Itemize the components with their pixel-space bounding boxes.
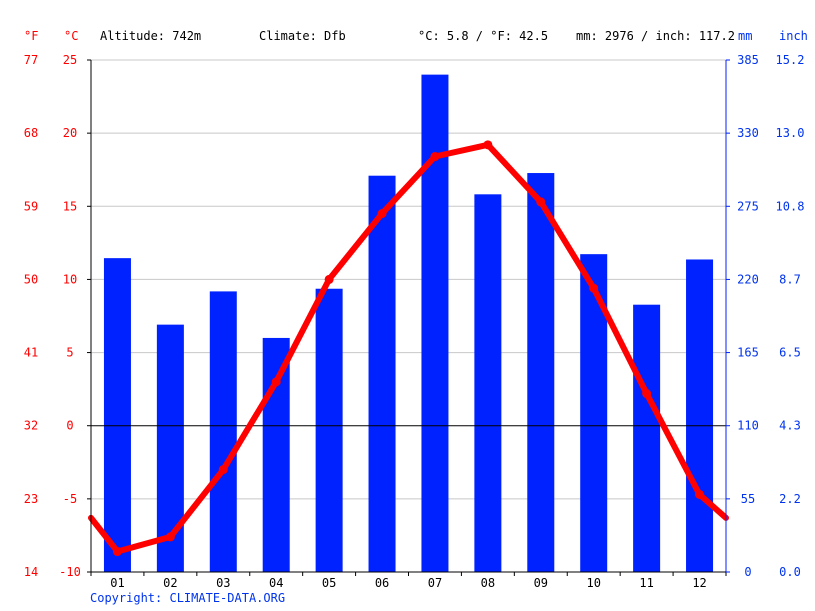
precipitation-bar <box>686 259 714 572</box>
mm-unit-label: mm <box>738 29 752 43</box>
chart-header: °F °C Altitude: 742m Climate: Dfb °C: 5.… <box>24 29 808 43</box>
fahrenheit-tick-label: 50 <box>24 272 38 286</box>
fahrenheit-tick-label: 77 <box>24 53 38 67</box>
precipitation-bar <box>209 291 237 572</box>
altitude-label: Altitude: 742m <box>100 29 201 43</box>
precipitation-bar <box>156 324 184 572</box>
fahrenheit-tick-label: 41 <box>24 346 38 360</box>
fahrenheit-tick-label: 68 <box>24 126 38 140</box>
inch-tick-label: 8.7 <box>779 272 801 286</box>
precipitation-bar <box>315 288 343 572</box>
mm-tick-label: 165 <box>737 346 759 360</box>
mm-tick-label: 220 <box>737 272 759 286</box>
month-tick-label: 06 <box>375 576 389 590</box>
month-tick-label: 04 <box>269 576 283 590</box>
inch-tick-label: 2.2 <box>779 492 801 506</box>
inch-unit-label: inch <box>779 29 808 43</box>
fahrenheit-tick-label: 14 <box>24 565 38 579</box>
temperature-point <box>430 152 440 162</box>
temperature-point <box>642 389 652 399</box>
fahrenheit-tick-label: 23 <box>24 492 38 506</box>
inch-tick-label: 0.0 <box>779 565 801 579</box>
precipitation-bar <box>527 173 555 573</box>
temperature-point <box>271 377 281 387</box>
month-tick-label: 03 <box>216 576 230 590</box>
precipitation-summary: mm: 2976 / inch: 117.2 <box>576 29 735 43</box>
inch-tick-label: 4.3 <box>779 419 801 433</box>
precipitation-bar <box>474 194 502 572</box>
temperature-point <box>218 465 228 475</box>
temperature-point <box>112 547 122 557</box>
month-tick-label: 08 <box>481 576 495 590</box>
temperature-point <box>589 283 599 293</box>
temperature-point <box>377 209 387 219</box>
temperature-point <box>695 489 705 499</box>
inch-tick-label: 15.2 <box>776 53 805 67</box>
temperature-point <box>165 532 175 542</box>
celsius-unit-label: °C <box>64 29 78 43</box>
inch-tick-label: 10.8 <box>776 199 805 213</box>
month-tick-label: 09 <box>534 576 548 590</box>
celsius-tick-label: -5 <box>63 492 77 506</box>
tick-labels: 14 -10 0 0.023 -5 55 2.232 0 110 4.341 5 165 6.550 10… <box>24 53 805 590</box>
month-tick-label: 07 <box>428 576 442 590</box>
celsius-tick-label: -10 <box>59 565 81 579</box>
celsius-tick-label: 20 <box>63 126 77 140</box>
temperature-line-group <box>88 140 729 557</box>
copyright-text: Copyright: CLIMATE-DATA.ORG <box>90 591 286 605</box>
mm-tick-label: 55 <box>741 492 755 506</box>
mm-tick-label: 330 <box>737 126 759 140</box>
precipitation-bar <box>368 175 396 572</box>
temperature-summary: °C: 5.8 / °F: 42.5 <box>418 29 548 43</box>
celsius-tick-label: 5 <box>66 346 73 360</box>
axes <box>87 59 730 576</box>
month-tick-label: 11 <box>639 576 653 590</box>
fahrenheit-tick-label: 59 <box>24 199 38 213</box>
inch-tick-label: 6.5 <box>779 346 801 360</box>
month-tick-label: 12 <box>692 576 706 590</box>
celsius-tick-label: 0 <box>66 419 73 433</box>
month-tick-label: 02 <box>163 576 177 590</box>
grid-lines <box>91 59 726 500</box>
inch-tick-label: 13.0 <box>776 126 805 140</box>
precipitation-bars <box>103 74 714 573</box>
month-tick-label: 05 <box>322 576 336 590</box>
mm-tick-label: 110 <box>737 419 759 433</box>
celsius-tick-label: 25 <box>63 53 77 67</box>
precipitation-bar <box>421 74 449 572</box>
precipitation-bar <box>633 304 661 572</box>
mm-tick-label: 0 <box>744 565 751 579</box>
temperature-point <box>536 197 546 207</box>
precipitation-bar <box>262 337 290 572</box>
temperature-point <box>324 274 334 284</box>
mm-tick-label: 385 <box>737 53 759 67</box>
celsius-tick-label: 15 <box>63 199 77 213</box>
fahrenheit-unit-label: °F <box>24 29 38 43</box>
fahrenheit-tick-label: 32 <box>24 419 38 433</box>
mm-tick-label: 275 <box>737 199 759 213</box>
temperature-line <box>88 141 729 555</box>
temperature-point <box>483 140 493 150</box>
climate-label: Climate: Dfb <box>259 29 346 43</box>
month-tick-label: 10 <box>586 576 600 590</box>
month-tick-label: 01 <box>110 576 124 590</box>
precipitation-bar <box>103 258 131 572</box>
celsius-tick-label: 10 <box>63 272 77 286</box>
